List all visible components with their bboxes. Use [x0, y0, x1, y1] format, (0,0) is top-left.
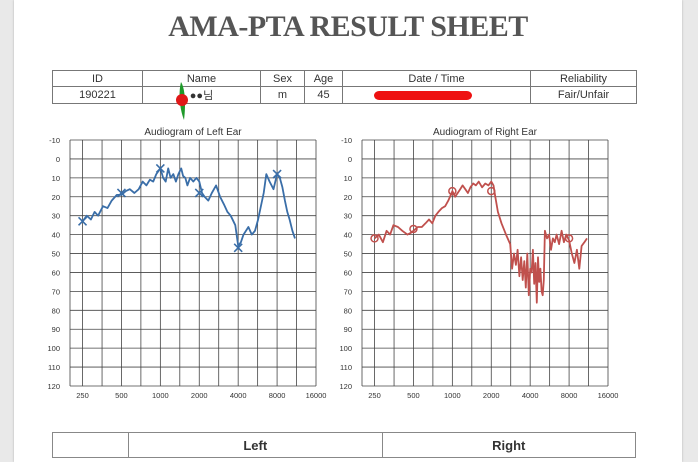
y-tick-label: 70	[344, 287, 352, 296]
y-tick-label: 20	[52, 193, 60, 202]
x-tick-label: 1000	[444, 391, 461, 400]
sheet-title: AMA-PTA RESULT SHEET	[168, 10, 528, 43]
date-redaction-mark	[374, 91, 472, 100]
y-tick-label: 120	[339, 382, 352, 391]
x-tick-label: 500	[407, 391, 420, 400]
summary-blank-cell	[52, 432, 129, 458]
y-tick-label: 70	[52, 287, 60, 296]
threshold-line	[373, 180, 588, 304]
y-tick-label: 90	[52, 325, 60, 334]
header-id: ID	[52, 70, 143, 87]
x-tick-label: 2000	[483, 391, 500, 400]
chart-title: Audiogram of Left Ear	[144, 127, 242, 138]
threshold-marker-x	[272, 169, 282, 179]
y-tick-label: 110	[340, 363, 352, 372]
y-tick-label: 10	[344, 174, 352, 183]
threshold-marker-x	[194, 188, 204, 198]
y-tick-label: 0	[56, 155, 60, 164]
left-ear-audiogram: Audiogram of Left Ear -10 0 10 20 30 40 50 60 70 8…	[47, 127, 327, 400]
x-tick-label: 8000	[561, 391, 578, 400]
y-tick-label: 40	[52, 231, 60, 240]
header-date-time: Date / Time	[342, 70, 531, 87]
header-age: Age	[304, 70, 343, 87]
patient-info-table: ID Name Sex Age Date / Time Reliability …	[52, 70, 637, 104]
x-tick-label: 500	[115, 391, 128, 400]
threshold-marker-x	[116, 188, 127, 198]
x-tick-label: 4000	[230, 391, 247, 400]
info-header-row: ID Name Sex Age Date / Time Reliability	[52, 70, 637, 87]
x-tick-label: 1000	[152, 391, 169, 400]
y-tick-label: 30	[52, 212, 60, 221]
y-tick-label: 30	[344, 212, 352, 221]
threshold-marker-x	[155, 163, 165, 173]
header-reliability: Reliability	[530, 70, 637, 87]
name-redaction-mark	[176, 82, 188, 120]
info-value-row: 190221 ●●님 m 45 Fair/Unfair	[52, 86, 637, 104]
y-tick-label: 0	[348, 155, 352, 164]
y-tick-label: 100	[47, 344, 60, 353]
summary-right-header: Right	[381, 432, 636, 458]
right-ear-audiogram: Audiogram of Right Ear -10 0 10 20 30 40 50 60 70…	[339, 127, 619, 400]
threshold-marker-o	[448, 186, 457, 196]
x-tick-label: 250	[76, 391, 89, 400]
y-tick-label: 50	[344, 250, 352, 259]
x-tick-label: 250	[368, 391, 381, 400]
y-tick-label: 80	[52, 306, 60, 315]
y-tick-label: 50	[52, 250, 60, 259]
y-tick-label: 90	[344, 325, 352, 334]
y-tick-label: 80	[344, 306, 352, 315]
y-tick-label: 110	[48, 363, 60, 372]
y-tick-label: -10	[341, 136, 352, 145]
value-reliability: Fair/Unfair	[530, 86, 637, 104]
threshold-summary-table: Left Right	[52, 432, 636, 458]
x-tick-label: 2000	[191, 391, 208, 400]
y-tick-label: 60	[344, 268, 352, 277]
name-redaction-dot	[176, 94, 188, 106]
y-tick-label: 10	[52, 174, 60, 183]
threshold-line	[81, 167, 296, 247]
y-tick-label: 60	[52, 268, 60, 277]
y-tick-label: 40	[344, 231, 352, 240]
x-tick-label: 8000	[269, 391, 286, 400]
value-id: 190221	[52, 86, 143, 104]
threshold-marker-o	[370, 234, 379, 243]
x-tick-label: 16000	[306, 391, 327, 400]
chart-title: Audiogram of Right Ear	[433, 127, 538, 138]
x-tick-label: 4000	[522, 391, 539, 400]
threshold-marker-x	[77, 216, 88, 226]
value-age: 45	[304, 86, 343, 104]
threshold-marker-x	[233, 243, 243, 253]
y-tick-label: 120	[47, 382, 60, 391]
y-tick-label: 100	[339, 344, 352, 353]
threshold-marker-o	[409, 224, 418, 234]
threshold-marker-o	[487, 186, 496, 196]
value-name: ●●님	[142, 86, 261, 104]
header-sex: Sex	[260, 70, 305, 87]
y-tick-label: 20	[344, 193, 352, 202]
x-tick-label: 16000	[598, 391, 619, 400]
date-redaction-bar	[374, 91, 472, 100]
y-tick-label: -10	[49, 136, 60, 145]
value-sex: m	[260, 86, 305, 104]
header-name: Name	[142, 70, 261, 87]
threshold-marker-o	[564, 234, 574, 243]
summary-left-header: Left	[128, 432, 383, 458]
result-sheet: AMA-PTA RESULT SHEET ID Name Sex Age Dat…	[14, 0, 682, 462]
